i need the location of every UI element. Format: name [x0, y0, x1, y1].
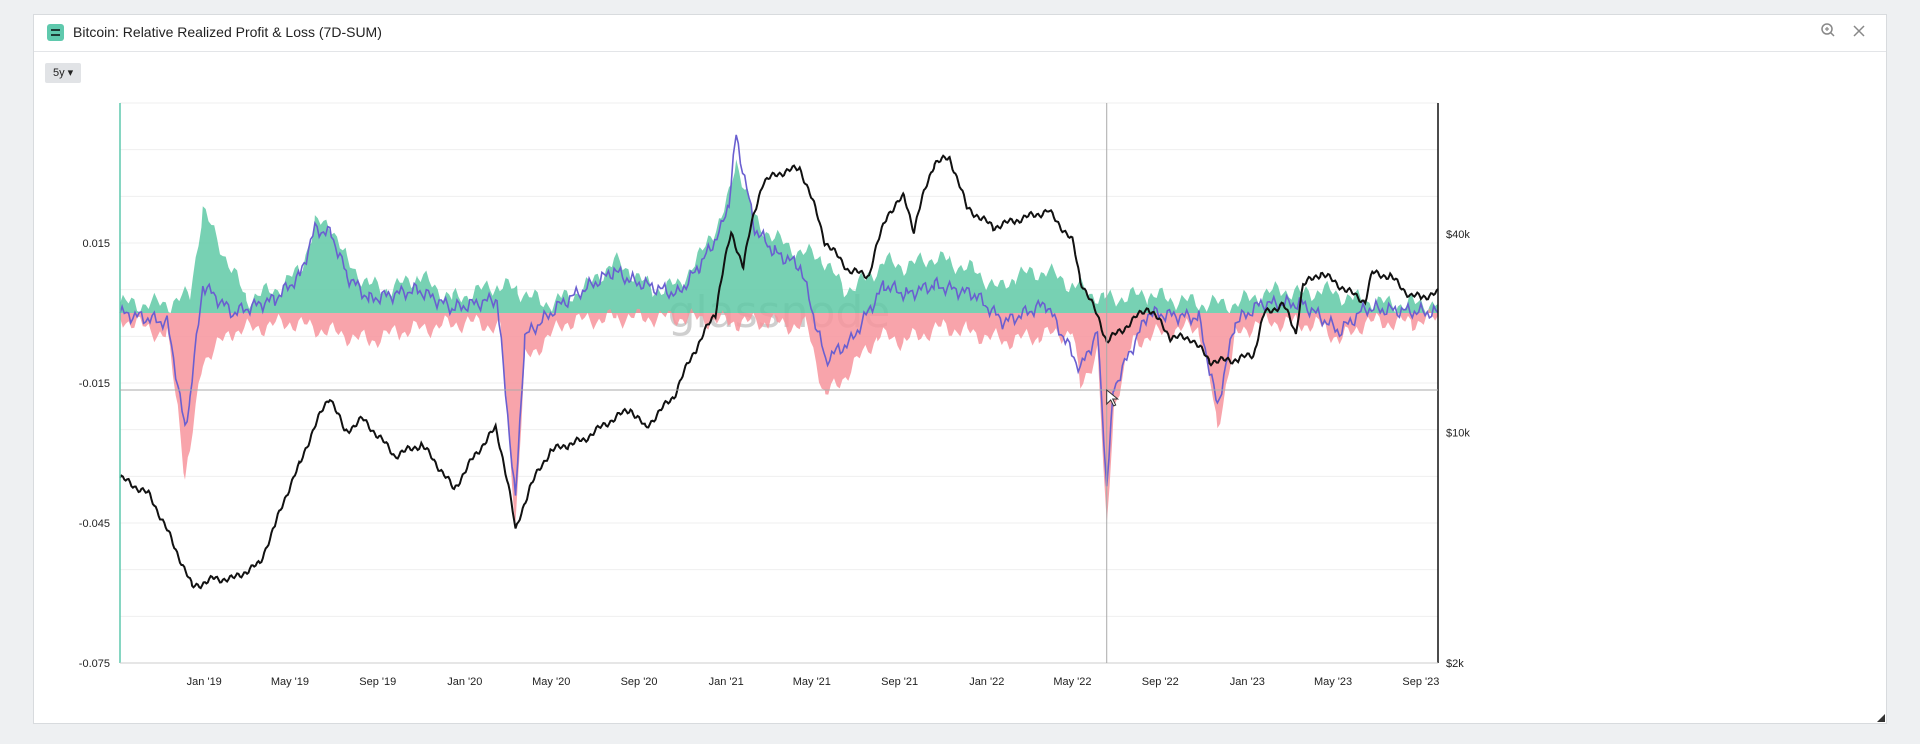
x-tick-label: May '22: [1053, 676, 1091, 688]
x-tick-label: May '23: [1314, 676, 1352, 688]
y-left-tick-label: -0.075: [79, 658, 110, 670]
x-tick-label: Sep '22: [1142, 676, 1179, 688]
x-tick-label: May '19: [271, 676, 309, 688]
x-tick-label: Sep '23: [1402, 676, 1439, 688]
pnl-areas: [120, 159, 1438, 525]
crosshair: [120, 103, 1438, 663]
x-tick-label: Jan '21: [709, 676, 744, 688]
series-lines: [119, 134, 1439, 590]
x-tick-label: Jan '20: [447, 676, 482, 688]
tick-labels: 0.015 -0.015 -0.045 -0.075 $40k $10k $2k Jan '1…: [79, 229, 1471, 688]
x-tick-label: Sep '19: [359, 676, 396, 688]
x-tick-label: Sep '20: [621, 676, 658, 688]
y-right-tick-label: $2k: [1446, 658, 1464, 670]
close-icon[interactable]: [1849, 22, 1869, 42]
y-right-tick-label: $40k: [1446, 229, 1470, 241]
chart-panel: Bitcoin: Relative Realized Profit & Loss…: [33, 14, 1887, 724]
net-pnl-line: [119, 134, 1439, 496]
y-left-tick-label: 0.015: [82, 238, 110, 250]
x-tick-label: Jan '22: [969, 676, 1004, 688]
x-tick-label: Jan '19: [187, 676, 222, 688]
cursor-icon: [1106, 388, 1120, 407]
chart-svg: glassnode 0.015-0.015-0.045-0.075$40k$10…: [79, 102, 1471, 688]
profit-area: [120, 159, 1438, 315]
x-tick-label: Jan '23: [1230, 676, 1265, 688]
x-tick-label: Sep '21: [881, 676, 918, 688]
panel-title: Bitcoin: Relative Realized Profit & Loss…: [73, 24, 382, 40]
axes: [119, 103, 1439, 664]
y-right-tick-label: $10k: [1446, 428, 1470, 440]
chart-app-icon: [47, 24, 64, 41]
price-line: [119, 154, 1439, 590]
x-tick-label: May '20: [532, 676, 570, 688]
resize-handle[interactable]: [1877, 714, 1885, 722]
zoom-icon[interactable]: [1818, 22, 1838, 42]
panel-header: Bitcoin: Relative Realized Profit & Loss…: [34, 15, 1886, 52]
grid-lines: [120, 102, 1438, 664]
y-left-tick-label: -0.045: [79, 518, 110, 530]
x-tick-label: May '21: [793, 676, 831, 688]
time-range-button[interactable]: 5y ▾: [45, 63, 82, 83]
y-left-tick-label: -0.015: [79, 378, 110, 390]
